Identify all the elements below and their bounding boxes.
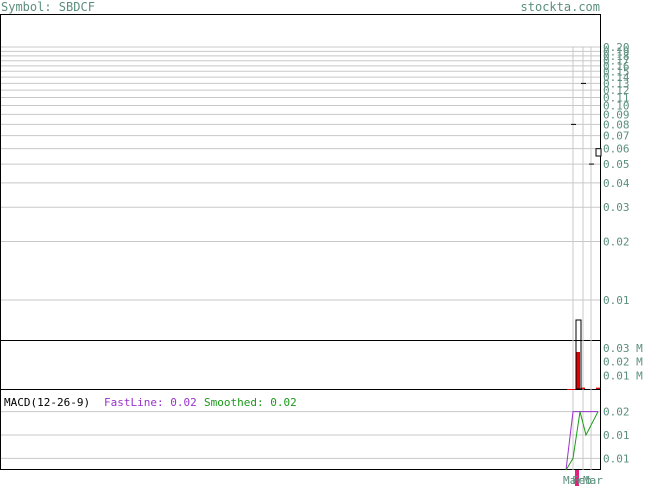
price-tick-label: 0.09: [603, 108, 630, 121]
price-tick-label: 0.15: [603, 65, 630, 78]
price-tick-label: 0.20: [603, 41, 630, 54]
volume-bar: [576, 351, 580, 389]
smoothed-name: Smoothed: [204, 396, 257, 409]
site-name[interactable]: stockta.com: [520, 0, 600, 14]
price-tick-label: 0.03: [603, 201, 630, 214]
price-tick-label: 0.14: [603, 71, 630, 84]
price-panel-frame: [0, 14, 601, 341]
macd-panel-frame: [0, 389, 601, 470]
price-tick-label: 0.06: [603, 143, 630, 156]
x-tick-label: Mar: [563, 474, 583, 486]
price-tick-label: 0.12: [603, 84, 630, 97]
price-tick-label: 0.02: [603, 235, 630, 248]
volume-layer: 0.03 M0.02 M0.01 M: [567, 319, 643, 390]
fastline-value: 0.02: [170, 396, 197, 409]
price-tick-label: 0.01: [603, 294, 630, 307]
volume-bar: [567, 389, 571, 390]
price-tick-label: 0.17: [603, 55, 630, 68]
smoothed-legend: Smoothed: 0.02: [204, 396, 297, 409]
macd-tick-label: 0.01: [603, 429, 630, 442]
volume-tick-label: 0.01 M: [603, 369, 643, 382]
volume-bar: [571, 389, 575, 390]
fastline-name: FastLine: [104, 396, 157, 409]
price-tick-label: 0.08: [603, 118, 630, 131]
volume-panel-frame: [0, 340, 601, 390]
macd-series-line: [565, 411, 599, 471]
price-tick-label: 0.11: [603, 91, 630, 104]
price-tick-label: 0.04: [603, 177, 630, 190]
macd-tick-label: 0.01: [603, 452, 630, 465]
price-layer: 0.200.190.180.170.160.150.140.130.120.11…: [1, 41, 630, 470]
macd-title: MACD(12-26-9): [4, 396, 91, 409]
price-tick-label: 0.07: [603, 130, 630, 143]
date-marker: [575, 470, 579, 486]
price-tick-label: 0.19: [603, 45, 630, 58]
price-tick-label: 0.13: [603, 77, 630, 90]
volume-bar: [596, 387, 600, 389]
price-tick-label: 0.16: [603, 60, 630, 73]
price-tick-label: 0.05: [603, 158, 630, 171]
volume-tick-label: 0.03 M: [603, 342, 643, 355]
macd-tick-label: 0.02: [603, 406, 630, 419]
x-tick-label: Feb: [572, 474, 592, 486]
price-tick-label: 0.18: [603, 50, 630, 63]
volume-outline-bar: [575, 319, 582, 390]
price-tick-label: 0.10: [603, 100, 630, 113]
smoothed-value: 0.02: [270, 396, 297, 409]
fastline-legend: FastLine: 0.02: [104, 396, 197, 409]
symbol-label: Symbol: SBDCF: [1, 0, 95, 14]
x-tick-label: Mar: [583, 474, 603, 486]
volume-bar: [581, 387, 585, 389]
candle: [595, 148, 602, 157]
volume-tick-label: 0.02 M: [603, 356, 643, 369]
macd-layer: 0.02 0.01 0.01: [1, 406, 630, 471]
